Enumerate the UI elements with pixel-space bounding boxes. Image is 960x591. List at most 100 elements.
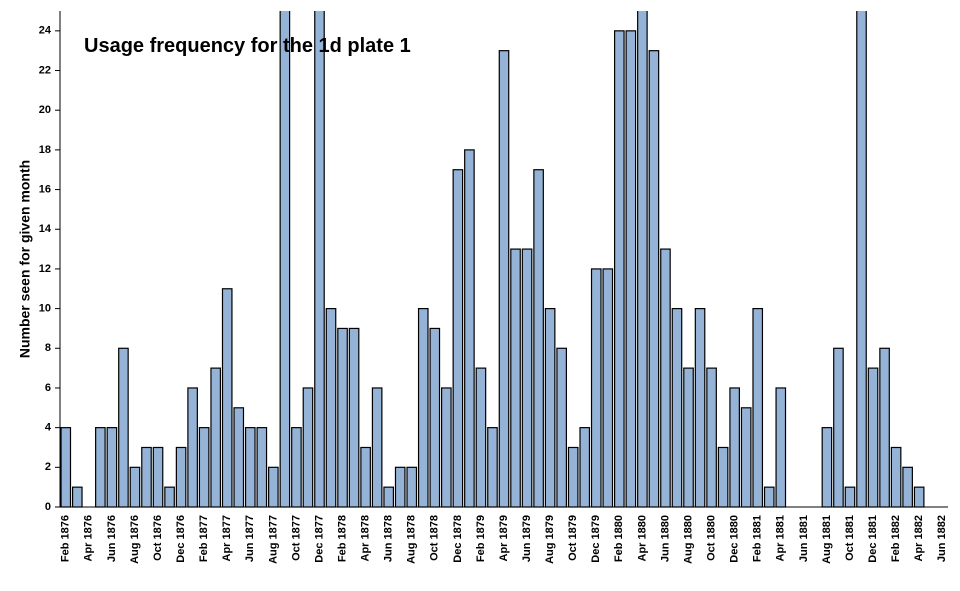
bar [833, 347, 844, 508]
bar [498, 50, 510, 508]
bar [475, 367, 487, 508]
bar [256, 427, 268, 508]
bar [118, 347, 129, 508]
x-tick-label: Apr 1882 [913, 515, 925, 561]
bar [602, 268, 614, 508]
bar [717, 446, 729, 508]
x-tick-label: Oct 1878 [429, 515, 441, 561]
x-tick-label: Feb 1879 [475, 515, 487, 562]
bar [544, 308, 556, 508]
bar [394, 466, 406, 508]
bar [487, 427, 498, 508]
bar [429, 327, 441, 508]
x-tick-label: Jun 1881 [798, 515, 810, 562]
bar [775, 387, 787, 508]
bar [141, 446, 152, 508]
x-tick-label: Dec 1880 [729, 515, 741, 563]
y-tick-label: 18 [39, 144, 51, 156]
y-tick-label: 24 [39, 25, 52, 37]
x-tick-label: Oct 1876 [152, 515, 164, 561]
bar [302, 387, 314, 508]
x-tick-label: Dec 1878 [452, 515, 464, 563]
x-tick-label: Jun 1878 [383, 515, 395, 562]
y-axis-label: Number seen for given month [17, 160, 33, 358]
bar [95, 427, 106, 508]
x-tick-label: Apr 1876 [83, 515, 95, 561]
bar [175, 446, 187, 508]
y-tick-label: 14 [39, 223, 52, 235]
bar [187, 387, 198, 508]
bar [752, 308, 764, 508]
x-tick-label: Aug 1877 [267, 515, 279, 564]
bar [683, 367, 694, 508]
bar [417, 308, 429, 508]
bar [648, 50, 660, 508]
x-tick-label: Apr 1880 [636, 515, 648, 561]
y-tick-label: 12 [39, 263, 51, 275]
x-tick-label: Jun 1879 [521, 515, 533, 562]
x-tick-label: Dec 1877 [313, 515, 325, 563]
x-tick-label: Apr 1881 [775, 515, 787, 561]
bar [660, 248, 671, 508]
bar [590, 268, 602, 508]
y-tick-label: 10 [39, 303, 51, 315]
x-tick-label: Aug 1876 [129, 515, 141, 564]
bar [337, 327, 348, 508]
bar [625, 30, 637, 508]
bar [325, 308, 337, 508]
bar [821, 427, 833, 508]
bar [360, 446, 371, 508]
y-tick-label: 2 [45, 461, 51, 473]
bar [221, 288, 233, 508]
x-tick-label: Jun 1882 [936, 515, 948, 562]
bar [740, 407, 752, 508]
bar [890, 446, 902, 508]
x-tick-label: Jun 1876 [106, 515, 118, 562]
bar [763, 486, 775, 508]
x-tick-label: Aug 1879 [544, 515, 556, 564]
bar [314, 11, 325, 508]
x-tick-label: Oct 1881 [844, 515, 856, 561]
y-tick-label: 20 [39, 104, 51, 116]
x-tick-label: Aug 1881 [821, 515, 833, 564]
bar [913, 486, 925, 508]
x-tick-label: Apr 1879 [498, 515, 510, 561]
y-tick-label: 4 [45, 422, 52, 434]
bar [152, 446, 164, 508]
bar [71, 486, 83, 508]
bar [902, 466, 913, 508]
x-tick-label: Oct 1879 [567, 515, 579, 561]
bar [244, 427, 256, 508]
x-tick-label: Feb 1877 [198, 515, 210, 562]
bar [129, 466, 141, 508]
bar [210, 367, 222, 508]
bar [856, 11, 867, 508]
bar [729, 387, 740, 508]
bar [164, 486, 175, 508]
chart-title: Usage frequency for the 1d plate 1 [84, 35, 411, 57]
x-tick-label: Feb 1881 [752, 515, 764, 562]
bar [694, 308, 706, 508]
bar [106, 427, 118, 508]
bar [879, 347, 890, 508]
bar [671, 308, 683, 508]
bar [844, 486, 856, 508]
x-tick-label: Jun 1880 [659, 515, 671, 562]
x-tick-label: Feb 1882 [890, 515, 902, 562]
bar [579, 427, 591, 508]
bar [521, 248, 533, 508]
bar [60, 427, 72, 508]
bar [464, 149, 475, 508]
y-tick-label: 16 [39, 183, 51, 195]
x-tick-label: Apr 1877 [221, 515, 233, 561]
x-tick-label: Dec 1879 [590, 515, 602, 563]
bar [279, 11, 291, 508]
x-tick-label: Dec 1881 [867, 515, 879, 563]
bar [383, 486, 395, 508]
bar [291, 427, 302, 508]
x-tick-label: Aug 1880 [682, 515, 694, 564]
x-tick-label: Feb 1880 [613, 515, 625, 562]
x-tick-label: Jun 1877 [244, 515, 256, 562]
bar [371, 387, 383, 508]
